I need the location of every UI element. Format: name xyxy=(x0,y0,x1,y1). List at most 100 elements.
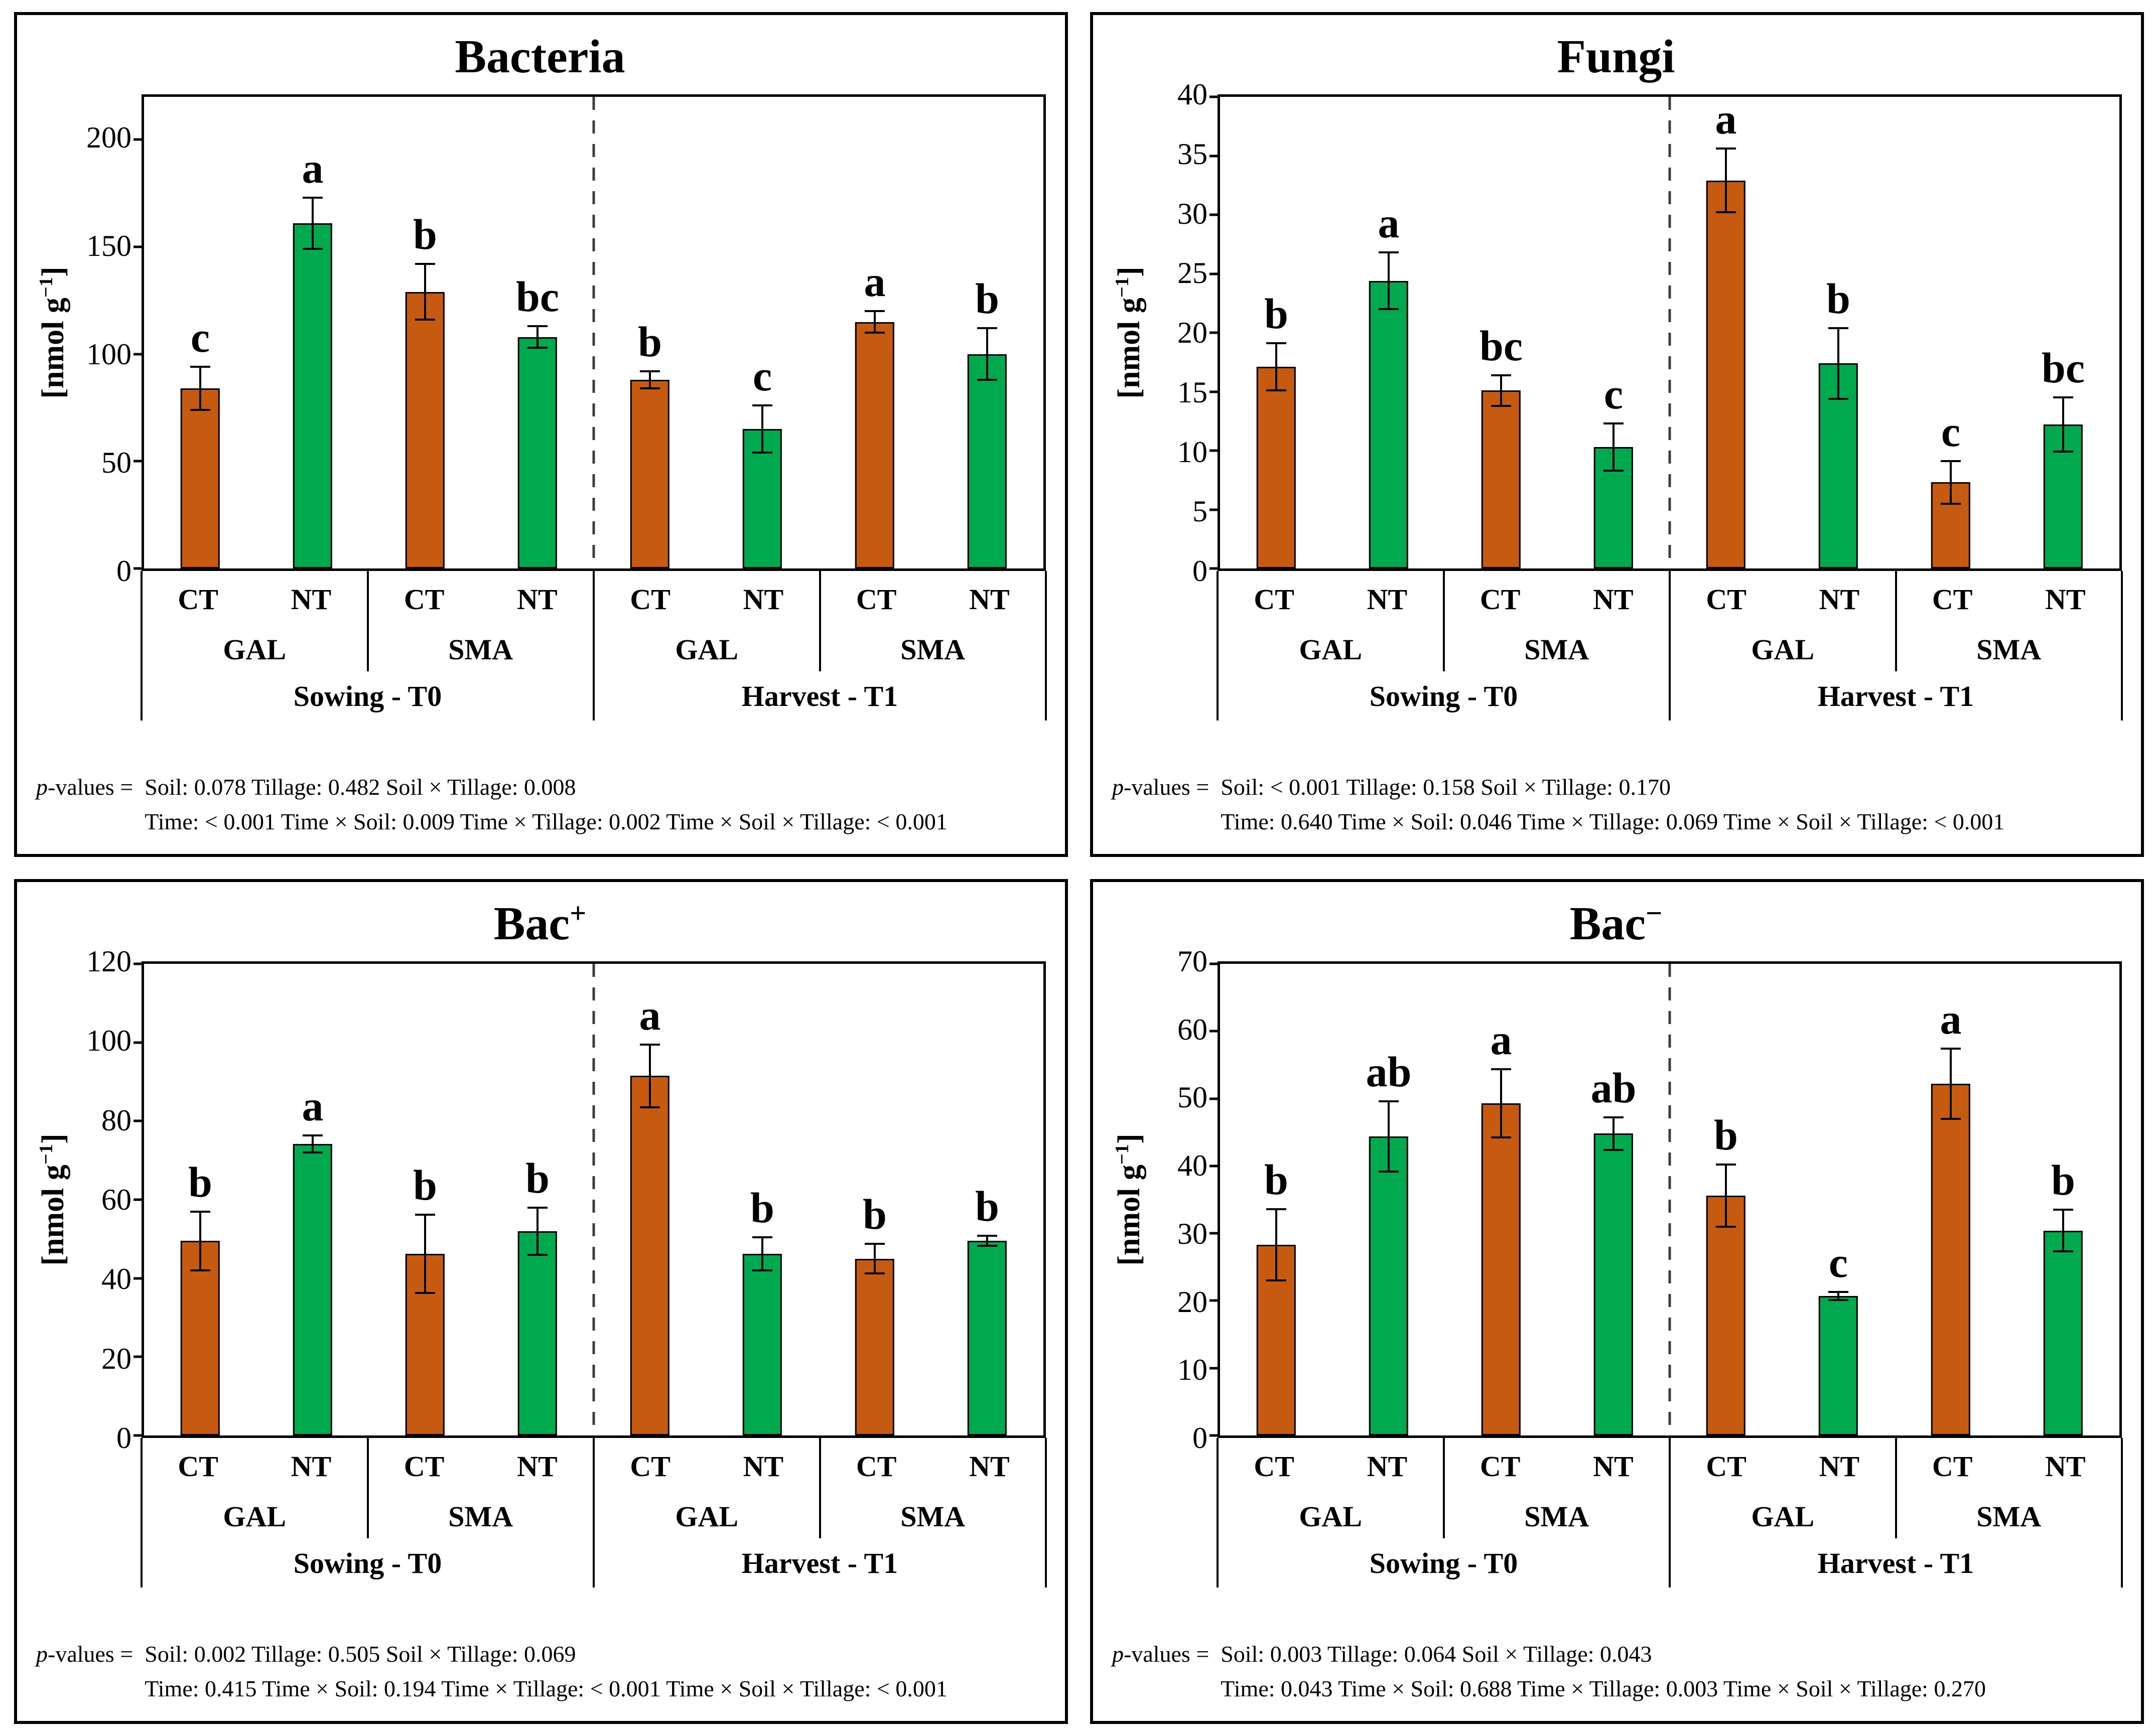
error-bar-cap-top xyxy=(752,404,772,407)
pvalues-label-p: p xyxy=(36,1641,48,1667)
y-axis-title: [nmol g−1] xyxy=(1106,961,1152,1438)
pvalues-line-2: Time: 0.043 Time × Soil: 0.688 Time × Ti… xyxy=(1221,1676,1986,1701)
pvalues-lines: Soil: 0.002 Tillage: 0.505 Soil × Tillag… xyxy=(145,1637,948,1706)
panel-title: Bac− xyxy=(1106,886,2126,961)
significance-letter: b xyxy=(1826,274,1850,323)
time-row: Sowing - T0 Harvest - T1 xyxy=(1218,671,2122,720)
pvalues-lines: Soil: < 0.001 Tillage: 0.158 Soil × Till… xyxy=(1221,770,2004,839)
error-bar-cap-top xyxy=(527,325,548,328)
error-bar-cap-top xyxy=(977,1235,997,1237)
y-axis-tick-mark xyxy=(133,1041,142,1044)
y-axis-tick-mark xyxy=(1209,1030,1218,1033)
y-axis-tick-mark xyxy=(133,1434,142,1437)
bar-ct xyxy=(1481,1103,1521,1435)
time-row: Sowing - T0 Harvest - T1 xyxy=(1218,1538,2122,1587)
bar-slot: b xyxy=(369,964,481,1435)
bar-slot: c xyxy=(144,97,256,568)
bar-ct xyxy=(855,322,895,568)
tillage-label: CT xyxy=(1479,583,1521,616)
error-bar xyxy=(424,264,426,320)
panel-title-text: Bac xyxy=(1569,898,1646,950)
y-axis-tick-label: 40 xyxy=(101,1262,131,1296)
y-axis-title-pre: [nmol g xyxy=(36,1165,70,1266)
error-bar-cap-bottom xyxy=(865,1272,885,1275)
panel-title-superscript: + xyxy=(570,897,587,930)
y-axis-tick-label: 10 xyxy=(1177,1353,1207,1387)
axis-divider-line xyxy=(366,1438,369,1538)
error-bar xyxy=(1275,343,1277,391)
bar-slot: b xyxy=(481,964,594,1435)
error-bar-cap-bottom xyxy=(415,1292,435,1294)
y-axis-tick-label: 70 xyxy=(1177,945,1207,978)
bar-slot: b xyxy=(1220,964,1332,1435)
panel-title-text: Bacteria xyxy=(455,31,625,83)
pvalues-block: p-values = Soil: 0.002 Tillage: 0.505 So… xyxy=(30,1637,1050,1711)
bar-nt xyxy=(2043,1230,2083,1435)
error-bar-cap-top xyxy=(865,1242,885,1245)
axis-divider-line xyxy=(819,1438,821,1538)
significance-letter: b xyxy=(413,210,437,259)
y-axis-tick-mark xyxy=(1209,155,1218,157)
soil-label: GAL xyxy=(1751,633,1815,666)
tillage-label: CT xyxy=(1706,1450,1746,1483)
bar-slot: b xyxy=(1782,97,1895,568)
pvalues-label: p-values = xyxy=(1112,1637,1221,1671)
axis-divider-line xyxy=(141,571,143,720)
error-bar xyxy=(536,326,538,348)
error-bar-cap-bottom xyxy=(1603,1148,1624,1151)
y-axis-tick-label: 35 xyxy=(1177,137,1207,171)
y-axis-tick-label: 30 xyxy=(1177,1217,1207,1250)
significance-letter: c xyxy=(1941,407,1961,456)
bar-slot: c xyxy=(706,97,819,568)
bar-ct xyxy=(1481,390,1521,568)
significance-letter: a xyxy=(1940,995,1962,1044)
chart-area: [nmol g−1] 0 50 100 150 200 c a b bc b c a b xyxy=(30,94,1050,586)
significance-letter: b xyxy=(750,1184,774,1232)
error-bar-cap-top xyxy=(1828,327,1848,329)
y-axis-tick-mark xyxy=(1209,1299,1218,1302)
soil-label: SMA xyxy=(1976,633,2042,666)
y-axis-tick-label: 100 xyxy=(86,338,131,371)
error-bar xyxy=(986,328,988,380)
bar-slot: b xyxy=(2007,964,2119,1435)
pvalues-line-2: Time: < 0.001 Time × Soil: 0.009 Time × … xyxy=(145,809,948,834)
time-row: Sowing - T0 Harvest - T1 xyxy=(142,1538,1046,1587)
significance-letter: b xyxy=(1714,1111,1738,1160)
error-bar-cap-bottom xyxy=(1491,404,1511,407)
pvalues-lines: Soil: 0.003 Tillage: 0.064 Soil × Tillag… xyxy=(1221,1637,1986,1706)
tillage-label: CT xyxy=(1932,583,1973,616)
panel-fungi: Fungi [nmol g−1] 0 5 10 15 20 25 30 35 40 b a bc c a b c b… xyxy=(1090,12,2144,857)
panel-title-text: Bac xyxy=(493,898,570,950)
error-bar xyxy=(1500,1069,1502,1138)
soil-row: GAL SMA GAL SMA xyxy=(1218,627,2122,671)
error-bar-cap-top xyxy=(190,366,210,368)
time-row: Sowing - T0 Harvest - T1 xyxy=(142,671,1046,720)
y-axis-title: [nmol g−1] xyxy=(30,94,76,571)
time-label: Harvest - T1 xyxy=(1817,1546,1974,1579)
error-bar-cap-bottom xyxy=(1266,389,1286,392)
bar-nt xyxy=(1369,1136,1409,1435)
error-bar xyxy=(312,197,314,249)
y-axis-tick-label: 40 xyxy=(1177,1149,1207,1183)
time-label: Harvest - T1 xyxy=(1817,679,1974,712)
time-label: Sowing - T0 xyxy=(1369,1546,1518,1579)
significance-letter: b xyxy=(975,274,999,323)
significance-letter: a xyxy=(1715,95,1737,143)
y-axis-tick-mark xyxy=(133,962,142,965)
pvalues-label: p-values = xyxy=(36,1637,145,1671)
soil-label: SMA xyxy=(1524,1500,1589,1533)
error-bar-cap-top xyxy=(1491,374,1511,376)
bar-slot: a xyxy=(594,964,706,1435)
time-label: Sowing - T0 xyxy=(293,679,442,712)
significance-letter: b xyxy=(188,1158,212,1206)
error-bar-cap-top xyxy=(1491,1068,1511,1070)
error-bar xyxy=(424,1214,426,1293)
tillage-label: NT xyxy=(1593,1450,1634,1483)
bar-slot: a xyxy=(1332,97,1445,568)
y-axis-title-text: [nmol g−1] xyxy=(35,266,71,398)
error-bar-cap-bottom xyxy=(1941,502,1961,505)
pvalues-label: p-values = xyxy=(1112,770,1221,804)
bar-slot: bc xyxy=(1445,97,1557,568)
soil-label: GAL xyxy=(223,1500,287,1533)
y-axis-tick-mark xyxy=(1209,213,1218,216)
